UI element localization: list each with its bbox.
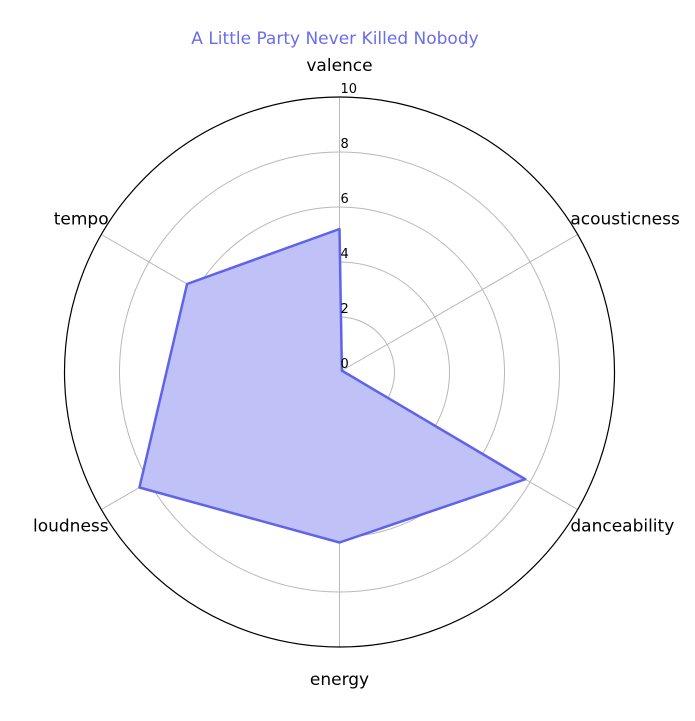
outer-circle [63, 96, 616, 648]
radial-tick-label: 6 [341, 192, 349, 207]
radial-tick-label: 4 [341, 247, 349, 262]
axis-label-acousticness: acousticness [570, 210, 680, 230]
tick-layer: 0 2 4 6 8 10 [341, 82, 358, 372]
radial-tick-label: 2 [341, 302, 349, 317]
series-area [139, 229, 526, 543]
axis-label-danceability: danceability [570, 517, 674, 537]
series-line [138, 227, 527, 544]
label-layer: valence acousticness danceability energy lou… [33, 56, 680, 690]
axis-label-tempo: tempo [54, 210, 109, 230]
axis-label-loudness: loudness [33, 517, 109, 537]
chart-title: A Little Party Never Killed Nobody [191, 29, 478, 49]
axis-label-energy: energy [310, 670, 369, 690]
radial-tick-label: 8 [341, 137, 349, 152]
data-layer [138, 227, 527, 544]
radial-tick-label: 0 [341, 357, 349, 372]
radial-tick-label: 10 [341, 82, 358, 97]
grid-spoke [339, 234, 578, 373]
axis-label-valence: valence [306, 56, 372, 76]
